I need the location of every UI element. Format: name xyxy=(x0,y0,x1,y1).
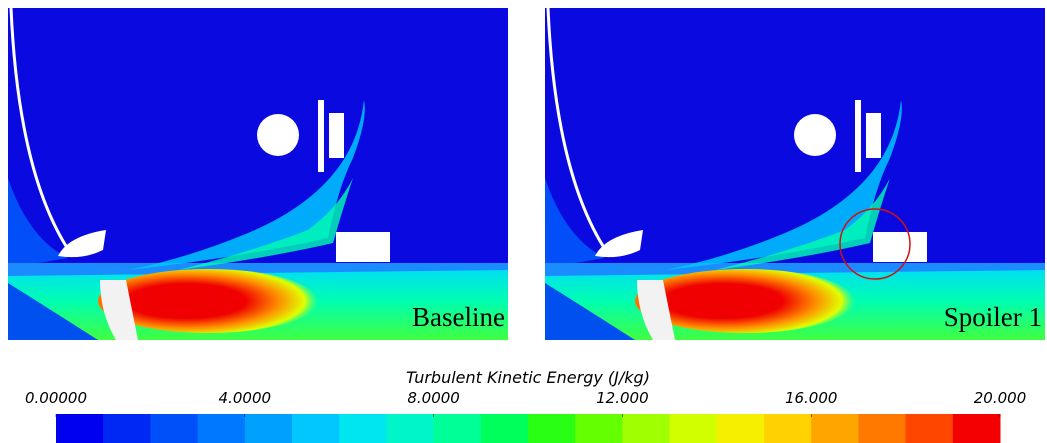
color-band xyxy=(198,414,246,443)
color-band xyxy=(103,414,151,443)
color-band xyxy=(906,414,954,443)
tick-label: 20.000 xyxy=(974,389,1027,407)
color-band xyxy=(670,414,718,443)
colorbar-title: Turbulent Kinetic Energy (J/kg) xyxy=(406,368,650,387)
color-band xyxy=(339,414,387,443)
color-band xyxy=(575,414,623,443)
tick-label: 0.00000 xyxy=(25,389,87,407)
color-band xyxy=(292,414,340,443)
color-band xyxy=(622,414,670,443)
color-band xyxy=(764,414,812,443)
color-band xyxy=(434,414,482,443)
panel-label: Spoiler 1 xyxy=(944,302,1042,332)
color-band xyxy=(811,414,859,443)
panel-spoiler: Spoiler 1 xyxy=(545,8,1045,340)
panel-label: Baseline xyxy=(412,302,505,332)
panel-baseline: Baseline xyxy=(8,8,508,340)
color-band xyxy=(386,414,434,443)
tick-label: 4.0000 xyxy=(219,389,272,407)
figure: Baseline Spoiler 1 Turbulent Kinetic Ene… xyxy=(0,0,1047,443)
colorbar: 0.00000 4.0000 8.0000 12.000 16.000 20.000 xyxy=(25,389,1026,443)
color-band xyxy=(858,414,906,443)
color-band xyxy=(717,414,765,443)
color-band xyxy=(953,414,1001,443)
color-band xyxy=(56,414,104,443)
color-band xyxy=(245,414,293,443)
color-band xyxy=(528,414,576,443)
color-band xyxy=(481,414,529,443)
tick-label: 16.000 xyxy=(785,389,838,407)
color-band xyxy=(150,414,198,443)
tick-label: 12.000 xyxy=(596,389,649,407)
tick-label: 8.0000 xyxy=(407,389,460,407)
